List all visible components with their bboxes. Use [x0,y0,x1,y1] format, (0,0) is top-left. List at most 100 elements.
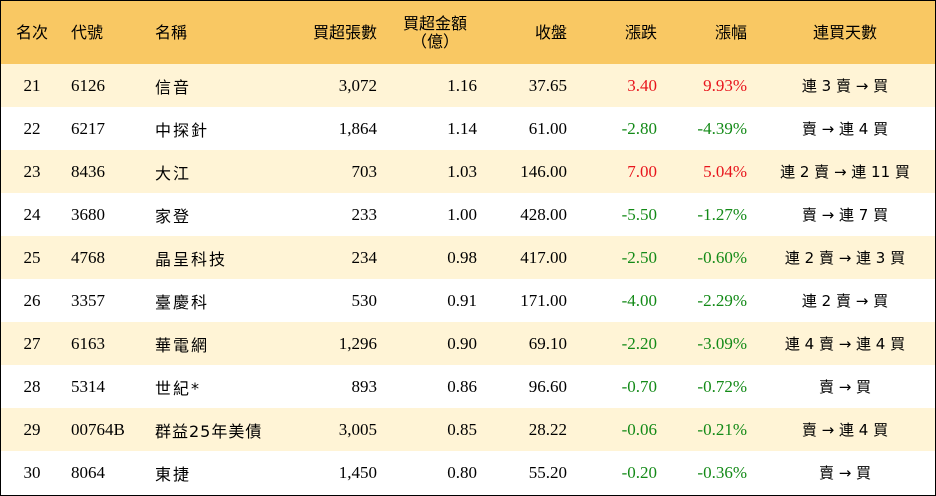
close-cell: 428.00 [520,204,567,224]
code-cell: 3680 [71,204,105,224]
lots-cell: 530 [351,290,378,310]
close-cell: 55.20 [528,462,567,482]
table-row: 30 8064 東捷 1,450 0.80 55.20 -0.20 -0.36%… [1,451,935,494]
change-pct-cell: -0.72% [697,376,747,396]
table-body: 21 6126 信音 3,072 1.16 37.65 3.40 9.93% 連… [1,64,935,494]
streak-cell: 連 3 賣 → 買 [801,77,889,95]
name-cell: 臺慶科 [155,292,210,312]
code-cell: 8436 [71,161,105,181]
lots-cell: 3,072 [338,75,377,95]
close-cell: 417.00 [520,247,567,267]
code-cell: 00764B [71,419,125,439]
lots-cell: 1,864 [338,118,377,138]
change-cell: -2.80 [621,118,657,138]
close-cell: 96.60 [528,376,567,396]
header-streak: 連買天數 [812,22,877,42]
lots-cell: 3,005 [338,419,377,439]
change-pct-cell: -0.60% [697,247,747,267]
name-cell: 大江 [155,163,192,183]
streak-cell: 賣 → 連 7 買 [801,206,889,224]
lots-cell: 1,450 [338,462,377,482]
change-pct-cell: 9.93% [703,75,747,95]
amount-cell: 0.85 [447,419,477,439]
rank-cell: 25 [23,247,41,267]
name-cell: 東捷 [155,464,192,484]
change-cell: -2.20 [621,333,657,353]
change-cell: -4.00 [621,290,657,310]
lots-cell: 703 [351,161,378,181]
amount-cell: 1.00 [447,204,477,224]
rank-cell: 22 [23,118,41,138]
name-cell: 群益25年美債 [155,421,263,441]
table-row: 21 6126 信音 3,072 1.16 37.65 3.40 9.93% 連… [1,64,935,107]
amount-cell: 0.91 [447,290,477,310]
header-name: 名稱 [155,22,188,42]
amount-cell: 0.80 [447,462,477,482]
header-change-pct: 漲幅 [714,22,747,42]
change-cell: 7.00 [627,161,657,181]
amount-cell: 0.86 [447,376,477,396]
code-cell: 3357 [71,290,105,310]
streak-cell: 連 4 賣 → 連 4 買 [784,335,906,353]
lots-cell: 1,296 [338,333,377,353]
change-pct-cell: -1.27% [697,204,747,224]
table-row: 23 8436 大江 703 1.03 146.00 7.00 5.04% 連 … [1,150,935,193]
name-cell: 晶呈科技 [155,249,228,269]
amount-cell: 0.90 [447,333,477,353]
change-pct-cell: 5.04% [703,161,747,181]
code-cell: 6126 [71,75,105,95]
close-cell: 28.22 [528,419,567,439]
close-cell: 61.00 [528,118,567,138]
streak-cell: 連 2 賣 → 連 11 買 [780,163,910,181]
streak-cell: 賣 → 連 4 買 [801,120,889,138]
close-cell: 69.10 [528,333,567,353]
name-cell: 世紀* [155,378,202,398]
change-cell: -0.06 [621,419,657,439]
table-row: 22 6217 中探針 1,864 1.14 61.00 -2.80 -4.39… [1,107,935,150]
name-cell: 華電網 [155,335,210,355]
header-net-buy-lots: 買超張數 [312,22,377,42]
rank-cell: 24 [23,204,41,224]
rank-cell: 26 [23,290,41,310]
rank-cell: 29 [23,419,41,439]
change-pct-cell: -3.09% [697,333,747,353]
close-cell: 171.00 [520,290,567,310]
change-cell: -2.50 [621,247,657,267]
name-cell: 信音 [155,77,192,97]
header-net-buy-amount-line2: （億） [410,31,459,51]
change-pct-cell: -0.21% [697,419,747,439]
code-cell: 5314 [71,376,105,396]
streak-cell: 連 2 賣 → 連 3 買 [784,249,906,267]
name-cell: 家登 [155,206,192,226]
header-close: 收盤 [534,22,567,42]
header-net-buy-amount-line1: 買超金額 [402,13,467,33]
lots-cell: 893 [351,376,378,396]
table-row: 28 5314 世紀* 893 0.86 96.60 -0.70 -0.72% … [1,365,935,408]
header-rank: 名次 [15,22,48,42]
code-cell: 4768 [71,247,105,267]
amount-cell: 1.03 [447,161,477,181]
change-pct-cell: -4.39% [697,118,747,138]
name-cell: 中探針 [155,120,210,140]
close-cell: 146.00 [520,161,567,181]
streak-cell: 賣 → 連 4 買 [801,421,889,439]
amount-cell: 1.14 [447,118,477,138]
header-net-buy-amount: 買超金額 （億） [385,1,485,64]
table-row: 29 00764B 群益25年美債 3,005 0.85 28.22 -0.06… [1,408,935,451]
rank-cell: 28 [23,376,41,396]
lots-cell: 233 [351,204,378,224]
header-row: 名次 代號 名稱 買超張數 買超金額 （億） 收盤 漲跌 漲幅 連買天數 [1,1,935,64]
close-cell: 37.65 [528,75,567,95]
lots-cell: 234 [351,247,378,267]
change-pct-cell: -2.29% [697,290,747,310]
rank-cell: 21 [23,75,41,95]
amount-cell: 1.16 [447,75,477,95]
header-change: 漲跌 [624,22,657,42]
rank-cell: 23 [23,161,41,181]
table-row: 25 4768 晶呈科技 234 0.98 417.00 -2.50 -0.60… [1,236,935,279]
code-cell: 8064 [71,462,105,482]
change-cell: 3.40 [627,75,657,95]
rank-cell: 27 [23,333,41,353]
